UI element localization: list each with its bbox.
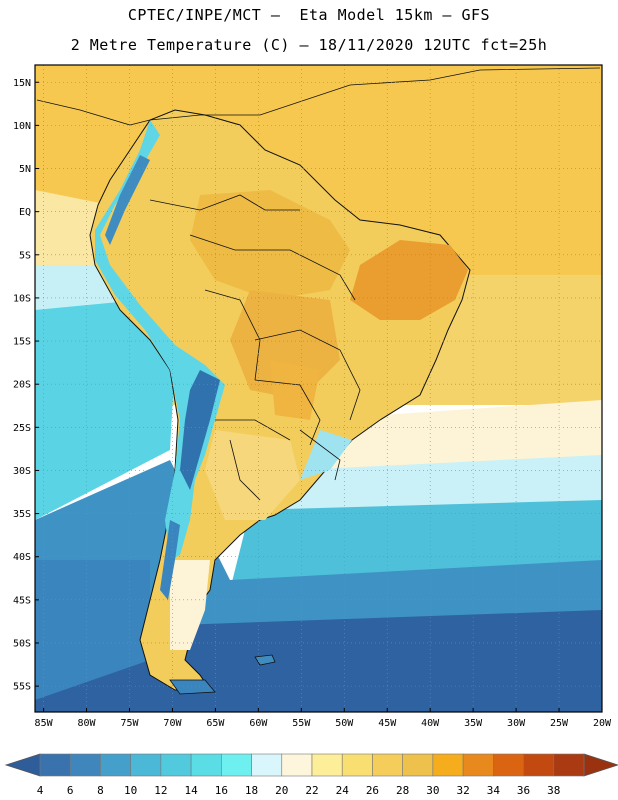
lon-label: 55W bbox=[292, 718, 311, 729]
colorbar-tick-label: 22 bbox=[305, 784, 318, 797]
caribbean-coast bbox=[36, 67, 601, 126]
ocean-drake-mid bbox=[35, 560, 150, 700]
lat-label: 40S bbox=[13, 552, 31, 563]
colorbar-tick-label: 20 bbox=[275, 784, 288, 797]
colorbar-tick-label: 30 bbox=[426, 784, 439, 797]
lat-label: 25S bbox=[13, 423, 31, 434]
colorbar-swatch bbox=[39, 753, 71, 777]
lon-label: 20W bbox=[593, 718, 612, 729]
lat-label: 15S bbox=[13, 337, 31, 348]
colorbar-tick-label: 4 bbox=[37, 784, 44, 797]
falklands-island bbox=[254, 654, 276, 666]
colorbar-swatch bbox=[251, 753, 283, 777]
lat-label: 5N bbox=[19, 164, 31, 175]
lat-label: 55S bbox=[13, 682, 31, 693]
colorbar-tick-label: 8 bbox=[97, 784, 104, 797]
colorbar-low-arrow bbox=[4, 753, 41, 777]
lon-label: 60W bbox=[249, 718, 268, 729]
colorbar-tick-label: 32 bbox=[456, 784, 469, 797]
colorbar-swatch bbox=[462, 753, 494, 777]
lat-label: 35S bbox=[13, 509, 31, 520]
colorbar-swatch bbox=[221, 753, 252, 777]
country-borders bbox=[149, 194, 361, 501]
colorbar-swatch bbox=[311, 753, 343, 777]
colorbar-tick-label: 12 bbox=[154, 784, 167, 797]
lon-label: 65W bbox=[206, 718, 225, 729]
lat-label: EQ bbox=[19, 207, 31, 218]
lon-label: 50W bbox=[335, 718, 354, 729]
lon-label: 40W bbox=[421, 718, 440, 729]
chart-title-line2: 2 Metre Temperature (C) – 18/11/2020 12U… bbox=[70, 36, 548, 54]
temperature-colorbar: 4 6 8 10 12 14 16 18 20 22 24 26 28 30 32 34 36 38 bbox=[4, 753, 618, 797]
map-field bbox=[35, 65, 602, 712]
lat-label: 45S bbox=[13, 595, 31, 606]
colorbar-tick-label: 34 bbox=[487, 784, 501, 797]
lat-label: 30S bbox=[13, 466, 31, 477]
lon-label: 85W bbox=[35, 718, 54, 729]
latitude-labels: 15N 10N 5N EQ 5S 10S 15S 20S 25S 30S 35S 40S 45S 50S 5… bbox=[13, 78, 31, 693]
andes-north-core bbox=[105, 155, 150, 245]
colorbar-swatch bbox=[432, 753, 464, 777]
lon-label: 30W bbox=[507, 718, 526, 729]
patagonia-cool-zone bbox=[170, 560, 210, 650]
lon-label: 25W bbox=[550, 718, 569, 729]
colorbar-tick-label: 10 bbox=[124, 784, 137, 797]
lat-label: 15N bbox=[13, 78, 31, 89]
lon-label: 35W bbox=[464, 718, 483, 729]
mato-grosso-zone bbox=[270, 360, 320, 420]
colorbar-swatch bbox=[523, 753, 555, 777]
lat-label: 20S bbox=[13, 380, 31, 391]
lon-label: 70W bbox=[163, 718, 182, 729]
lat-label: 5S bbox=[19, 250, 31, 261]
amazon-hot-zone bbox=[190, 190, 350, 300]
pampas-warm-zone bbox=[205, 430, 300, 520]
andes-south-core bbox=[160, 520, 180, 600]
colorbar-tick-label: 28 bbox=[396, 784, 409, 797]
colorbar-tick-label: 36 bbox=[517, 784, 530, 797]
colorbar-swatch bbox=[130, 753, 162, 777]
colorbar-swatch bbox=[402, 753, 434, 777]
colorbar-high-arrow bbox=[583, 753, 618, 777]
colorbar-swatch bbox=[341, 753, 373, 777]
tierra-del-fuego bbox=[169, 679, 216, 695]
lat-lon-grid bbox=[35, 65, 603, 712]
lon-label: 45W bbox=[378, 718, 397, 729]
colorbar-tick-label: 14 bbox=[184, 784, 198, 797]
lat-label: 50S bbox=[13, 638, 31, 649]
longitude-labels: 85W 80W 75W 70W 65W 60W 55W 50W 45W 40W 35W 30W 25W 2… bbox=[35, 718, 612, 729]
andes-coldest-core bbox=[180, 370, 220, 490]
coastal-cool-strip bbox=[300, 430, 352, 480]
colorbar-swatch bbox=[553, 753, 585, 777]
colorbar-swatch bbox=[493, 753, 524, 777]
colorbar-tick-label: 16 bbox=[215, 784, 228, 797]
colorbar-swatch bbox=[160, 753, 192, 777]
lat-label: 10S bbox=[13, 293, 31, 304]
colorbar-tick-label: 18 bbox=[245, 784, 258, 797]
colorbar-tick-label: 24 bbox=[336, 784, 350, 797]
lat-label: 10N bbox=[13, 121, 31, 132]
map-frame bbox=[34, 64, 603, 713]
lon-label: 75W bbox=[120, 718, 139, 729]
colorbar-swatch bbox=[69, 753, 101, 777]
ocean-pacific-cool bbox=[35, 280, 175, 520]
northeast-hot-zone bbox=[350, 240, 468, 320]
colorbar-tick-label: 26 bbox=[366, 784, 379, 797]
colorbar-tick-label: 6 bbox=[67, 784, 74, 797]
colorbar-tick-label: 38 bbox=[547, 784, 560, 797]
colorbar-swatch bbox=[372, 753, 403, 777]
lon-label: 80W bbox=[78, 718, 97, 729]
colorbar-swatch bbox=[281, 753, 313, 777]
chart-title-line1: CPTEC/INPE/MCT – Eta Model 15km – GFS bbox=[127, 6, 491, 24]
colorbar-swatch bbox=[190, 753, 222, 777]
colorbar-swatch bbox=[100, 753, 131, 777]
